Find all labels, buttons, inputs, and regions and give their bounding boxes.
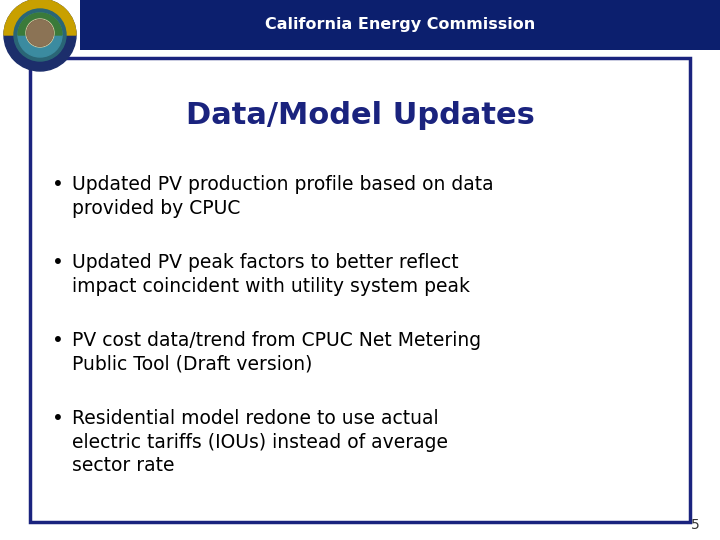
Circle shape — [4, 0, 76, 71]
Circle shape — [27, 20, 53, 46]
Circle shape — [26, 19, 54, 47]
Wedge shape — [18, 13, 62, 35]
Bar — [80, 0, 720, 50]
Text: •: • — [52, 253, 64, 272]
Text: •: • — [52, 409, 64, 428]
Text: 5: 5 — [691, 518, 700, 532]
Text: Residential model redone to use actual
electric tariffs (IOUs) instead of averag: Residential model redone to use actual e… — [72, 409, 448, 475]
Bar — [30, 58, 690, 522]
Circle shape — [14, 9, 66, 61]
Circle shape — [18, 13, 62, 57]
Text: Data/Model Updates: Data/Model Updates — [186, 100, 534, 130]
Wedge shape — [4, 0, 76, 35]
Circle shape — [27, 20, 53, 46]
Text: Updated PV peak factors to better reflect
impact coincident with utility system : Updated PV peak factors to better reflec… — [72, 253, 470, 295]
Text: PV cost data/trend from CPUC Net Metering
Public Tool (Draft version): PV cost data/trend from CPUC Net Meterin… — [72, 331, 481, 374]
Text: •: • — [52, 331, 64, 350]
Text: Updated PV production profile based on data
provided by CPUC: Updated PV production profile based on d… — [72, 175, 494, 218]
Text: California Energy Commission: California Energy Commission — [265, 17, 535, 32]
Text: •: • — [52, 175, 64, 194]
